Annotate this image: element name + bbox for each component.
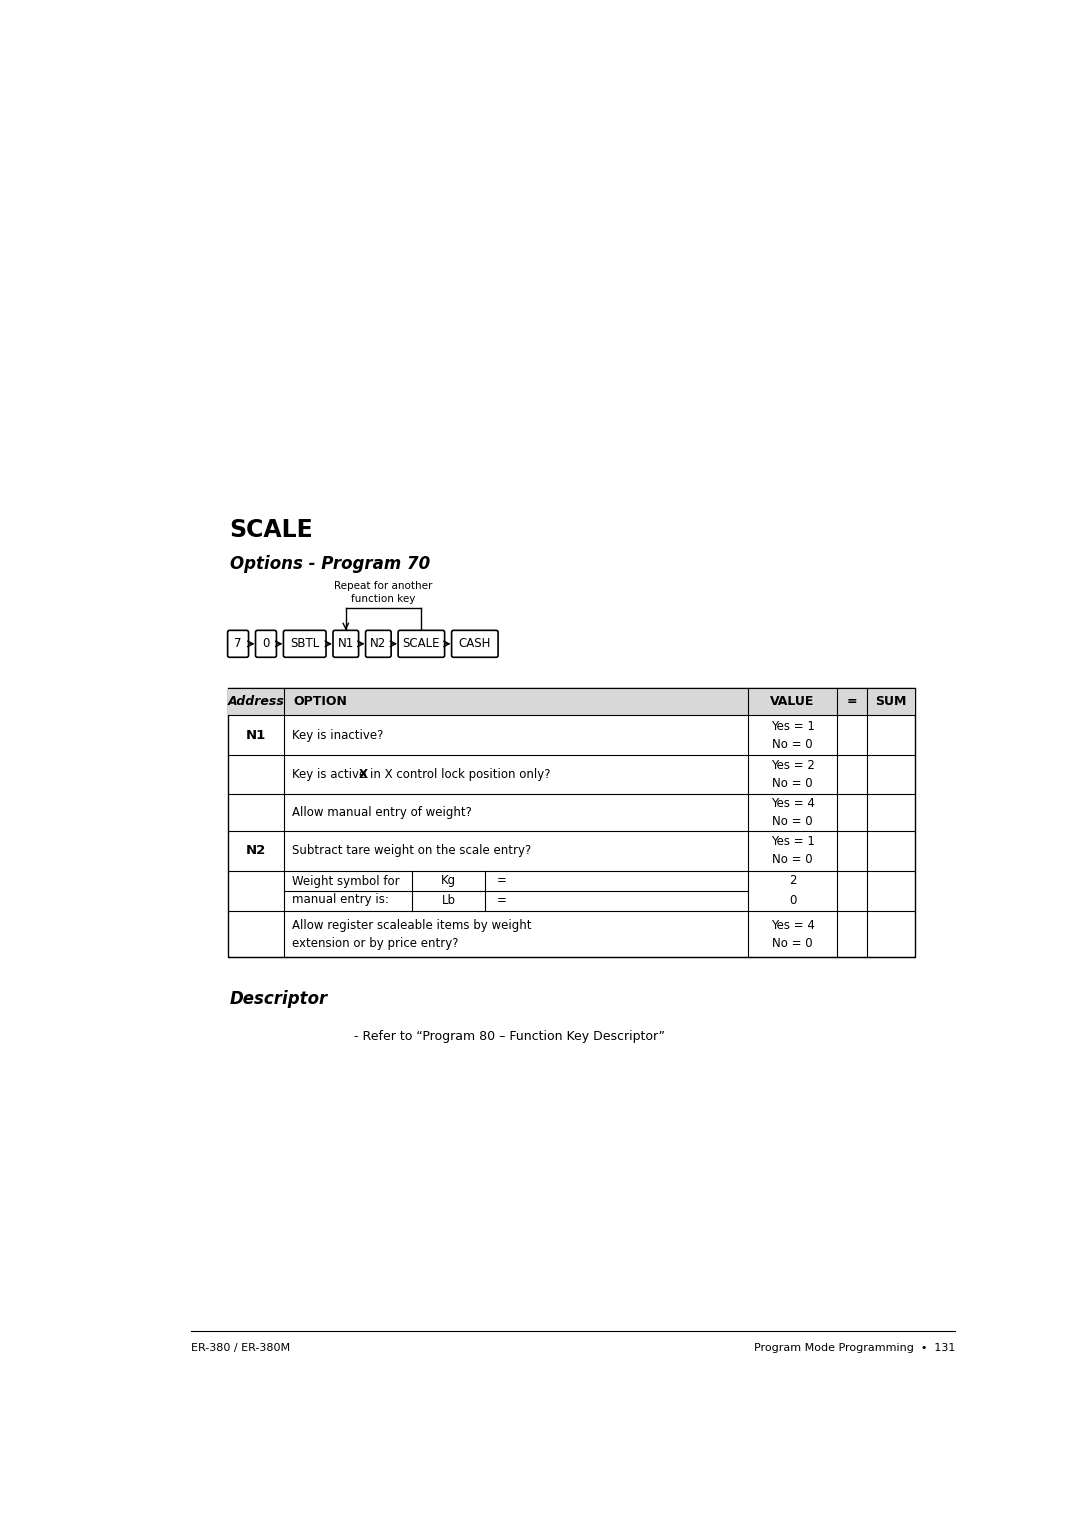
Text: N1: N1: [246, 729, 266, 743]
Text: Yes = 1
No = 0: Yes = 1 No = 0: [771, 720, 814, 750]
Text: Key is inactive?: Key is inactive?: [292, 729, 383, 743]
Text: Kg: Kg: [441, 874, 456, 888]
Text: Program Mode Programming  •  131: Program Mode Programming • 131: [754, 1343, 955, 1352]
Text: Key is active in X control lock position only?: Key is active in X control lock position…: [292, 769, 550, 781]
Text: Lb: Lb: [442, 894, 456, 908]
Text: 7: 7: [234, 637, 242, 651]
Text: N2: N2: [370, 637, 387, 651]
Text: SUM: SUM: [875, 695, 906, 709]
FancyBboxPatch shape: [365, 631, 391, 657]
Text: 2: 2: [788, 874, 796, 888]
Text: ER-380 / ER-380M: ER-380 / ER-380M: [191, 1343, 289, 1352]
Text: Repeat for another
function key: Repeat for another function key: [335, 581, 433, 604]
Text: N2: N2: [246, 845, 266, 857]
Text: Options - Program 70: Options - Program 70: [230, 555, 430, 573]
Text: Yes = 4
No = 0: Yes = 4 No = 0: [771, 798, 814, 828]
FancyBboxPatch shape: [333, 631, 359, 657]
Text: =: =: [497, 874, 507, 888]
Bar: [228, 689, 915, 957]
Text: X: X: [359, 769, 367, 781]
Text: Yes = 1
No = 0: Yes = 1 No = 0: [771, 836, 814, 866]
FancyBboxPatch shape: [399, 631, 445, 657]
Text: =: =: [847, 695, 858, 709]
Bar: [228, 689, 915, 715]
Text: Allow register scaleable items by weight
extension or by price entry?: Allow register scaleable items by weight…: [292, 918, 531, 949]
FancyBboxPatch shape: [228, 631, 248, 657]
Text: SCALE: SCALE: [230, 518, 313, 542]
Text: SCALE: SCALE: [403, 637, 441, 651]
Text: CASH: CASH: [459, 637, 491, 651]
Text: Subtract tare weight on the scale entry?: Subtract tare weight on the scale entry?: [292, 845, 530, 857]
Text: Allow manual entry of weight?: Allow manual entry of weight?: [292, 805, 472, 819]
Text: Yes = 2
No = 0: Yes = 2 No = 0: [771, 759, 814, 790]
Text: SBTL: SBTL: [291, 637, 320, 651]
Text: Yes = 4
No = 0: Yes = 4 No = 0: [771, 918, 814, 949]
Text: - Refer to “Program 80 – Function Key Descriptor”: - Refer to “Program 80 – Function Key De…: [353, 1030, 664, 1042]
Text: Address: Address: [228, 695, 284, 709]
FancyBboxPatch shape: [451, 631, 498, 657]
Text: 0: 0: [788, 894, 796, 908]
Text: OPTION: OPTION: [293, 695, 347, 709]
Text: VALUE: VALUE: [770, 695, 814, 709]
Text: N1: N1: [338, 637, 354, 651]
Text: Weight symbol for
manual entry is:: Weight symbol for manual entry is:: [292, 876, 400, 906]
Text: =: =: [497, 894, 507, 908]
FancyBboxPatch shape: [256, 631, 276, 657]
Text: 0: 0: [262, 637, 270, 651]
Text: Descriptor: Descriptor: [230, 990, 328, 1007]
FancyBboxPatch shape: [283, 631, 326, 657]
